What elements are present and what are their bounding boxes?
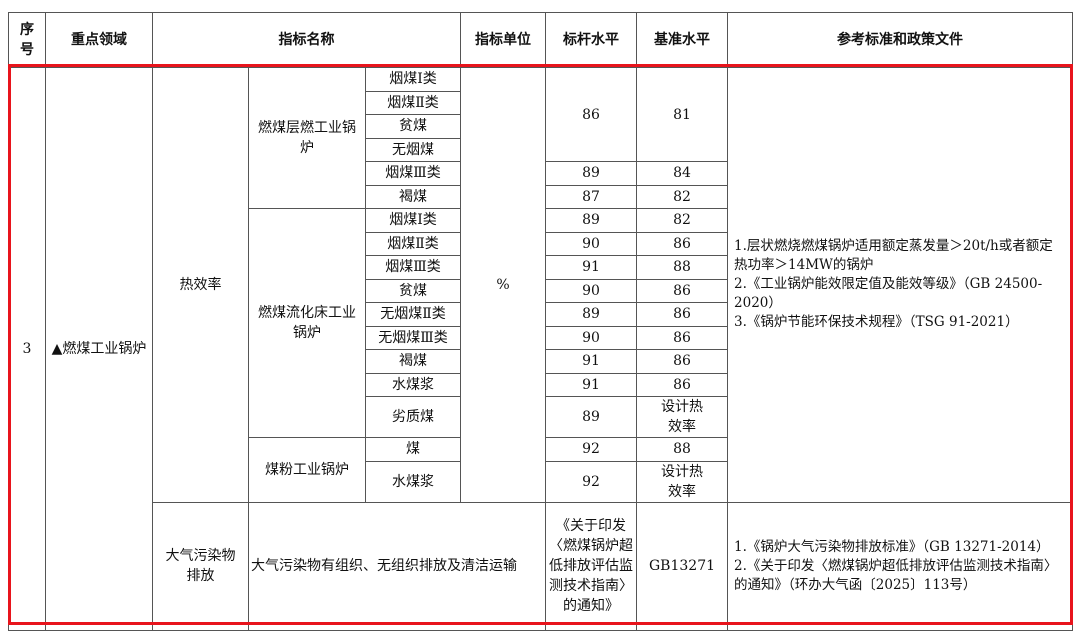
baseline-cell: 86 (636, 302, 729, 327)
baseline-cell: 86 (636, 325, 729, 350)
boiler-type-cell: 燃煤层燃工业锅炉 (248, 67, 366, 209)
table-row: 褐煤 87 82 (9, 184, 1073, 209)
baseline-cell: GB13271 (636, 501, 729, 631)
coal-type-cell: 煤 (364, 437, 462, 462)
baseline-cell: 88 (636, 255, 729, 280)
indicator-table: 序号 重点领域 指标名称 指标单位 标杆水平 基准水平 参考标准和政策文件 3 ▲… (8, 12, 1074, 631)
coal-type-cell: 烟煤Ⅱ类 (364, 90, 462, 115)
table-row: 贫煤 90 86 (9, 278, 1073, 303)
table-row: 褐煤 91 86 (9, 349, 1073, 374)
benchmark-cell: 《关于印发〈燃煤锅炉超低排放评估监测技术指南〉的通知》 (545, 501, 638, 631)
baseline-cell: 86 (636, 349, 729, 374)
indicator-thermal-efficiency: 热效率 (152, 67, 249, 503)
coal-type-cell: 水煤浆 (364, 460, 462, 503)
coal-type-cell: 无烟煤Ⅱ类 (364, 302, 462, 327)
reference-item: 1.层状燃烧燃煤锅炉适用额定蒸发量＞20t/h或者额定热功率＞14MW的锅炉 (734, 238, 1053, 274)
table-row: 煤粉工业锅炉煤 92 88 (9, 437, 1073, 503)
header-area: 重点领域 (45, 12, 153, 68)
benchmark-cell: 89 (545, 208, 638, 233)
indicator-air-pollutants: 大气污染物排放 (152, 501, 249, 631)
baseline-cell: 86 (636, 372, 729, 397)
table-row: 烟煤Ⅱ类 90 86 (9, 231, 1073, 256)
reference-item: 2.《工业锅炉能效限定值及能效等级》（GB 24500-2020） (734, 276, 1043, 312)
coal-type-cell: 劣质煤 (364, 396, 462, 438)
reference-cell: 1.层状燃烧燃煤锅炉适用额定蒸发量＞20t/h或者额定热功率＞14MW的锅炉 2.… (727, 67, 1074, 503)
coal-type-cell: 无烟煤 (364, 137, 462, 162)
area-cell: ▲燃煤工业锅炉 (45, 67, 153, 631)
header-reference: 参考标准和政策文件 (727, 12, 1074, 68)
coal-type-cell: 贫煤 (364, 278, 462, 303)
coal-type-cell: 无烟煤Ⅲ类 (364, 325, 462, 350)
baseline-cell: 设计热效率 (636, 396, 729, 438)
benchmark-cell: 89 (545, 302, 638, 327)
header-indicator: 指标名称 (151, 12, 462, 68)
table-row: 烟煤Ⅲ类 91 88 (9, 255, 1073, 280)
seq-cell: 3 (8, 67, 46, 631)
coal-type-cell: 烟煤Ⅲ类 (364, 255, 462, 280)
benchmark-cell: 90 (545, 278, 638, 303)
coal-type-cell: 烟煤Ⅱ类 (364, 231, 462, 256)
table-row: 无烟煤Ⅱ类 89 86 (9, 302, 1073, 327)
benchmark-cell: 90 (545, 231, 638, 256)
baseline-cell: 82 (636, 184, 729, 209)
benchmark-cell: 91 (545, 255, 638, 280)
baseline-cell: 81 (636, 67, 729, 162)
table-row: 劣质煤 89 设计热效率 (9, 396, 1073, 438)
table-row: 大气污染物排放 大气污染物有组织、无组织排放及清洁运输 《关于印发〈燃煤锅炉超低排放… (9, 501, 1074, 631)
baseline-cell: 86 (636, 278, 729, 303)
unit-cell: % (460, 67, 547, 503)
coal-type-cell: 贫煤 (364, 114, 462, 139)
table-row: 3 ▲燃煤工业锅炉 热效率 燃煤层燃工业锅炉 烟煤Ⅰ类% 86 81 1.层状燃烧燃煤锅炉适用… (8, 67, 1074, 631)
boiler-type-cell: 燃煤流化床工业锅炉 (248, 208, 366, 438)
header-unit: 指标单位 (460, 12, 547, 68)
header-row: 序号 重点领域 指标名称 指标单位 标杆水平 基准水平 参考标准和政策文件 (8, 12, 1074, 68)
benchmark-cell: 91 (545, 349, 638, 374)
benchmark-cell: 89 (545, 161, 638, 186)
coal-type-cell: 烟煤Ⅲ类 (364, 161, 462, 186)
boiler-type-cell: 煤粉工业锅炉 (248, 437, 366, 503)
reference-item: 3.《锅炉节能环保技术规程》（TSG 91-2021） (734, 314, 1019, 331)
reference-item: 1.《锅炉大气污染物排放标准》（GB 13271-2014） (734, 538, 1050, 555)
coal-type-cell: 烟煤Ⅰ类 (364, 208, 462, 233)
benchmark-cell: 92 (545, 460, 638, 503)
header-baseline: 基准水平 (636, 12, 729, 68)
table-row: 贫煤 (9, 114, 1073, 139)
benchmark-cell: 90 (545, 325, 638, 350)
benchmark-cell: 92 (545, 437, 638, 462)
benchmark-cell: 89 (545, 396, 638, 438)
coal-type-cell: 褐煤 (364, 349, 462, 374)
air-indicator-cell: 大气污染物有组织、无组织排放及清洁运输 (247, 501, 547, 631)
header-benchmark: 标杆水平 (545, 12, 638, 68)
header-seq: 序号 (8, 12, 46, 68)
baseline-cell: 82 (636, 208, 729, 233)
benchmark-cell: 87 (545, 184, 638, 209)
reference-cell: 1.《锅炉大气污染物排放标准》（GB 13271-2014） 2.《关于印发〈燃煤… (727, 501, 1074, 631)
baseline-cell: 84 (636, 161, 729, 186)
coal-type-cell: 水煤浆 (364, 372, 462, 397)
baseline-cell: 设计热效率 (636, 460, 729, 503)
benchmark-cell: 91 (545, 372, 638, 397)
baseline-cell: 86 (636, 231, 729, 256)
coal-type-cell: 褐煤 (364, 184, 462, 209)
table-row: 无烟煤Ⅲ类 90 86 (9, 325, 1073, 350)
reference-item: 2.《关于印发〈燃煤锅炉超低排放评估监测技术指南〉的通知》（环办大气函〔2025… (734, 557, 1058, 593)
table-row: 水煤浆 91 86 (9, 372, 1073, 397)
table-row: 烟煤Ⅱ类 (9, 90, 1073, 115)
benchmark-cell: 86 (545, 67, 638, 162)
coal-type-cell: 烟煤Ⅰ类 (364, 67, 462, 92)
baseline-cell: 88 (636, 437, 729, 462)
table-row: 烟煤Ⅲ类 89 84 (9, 161, 1073, 186)
